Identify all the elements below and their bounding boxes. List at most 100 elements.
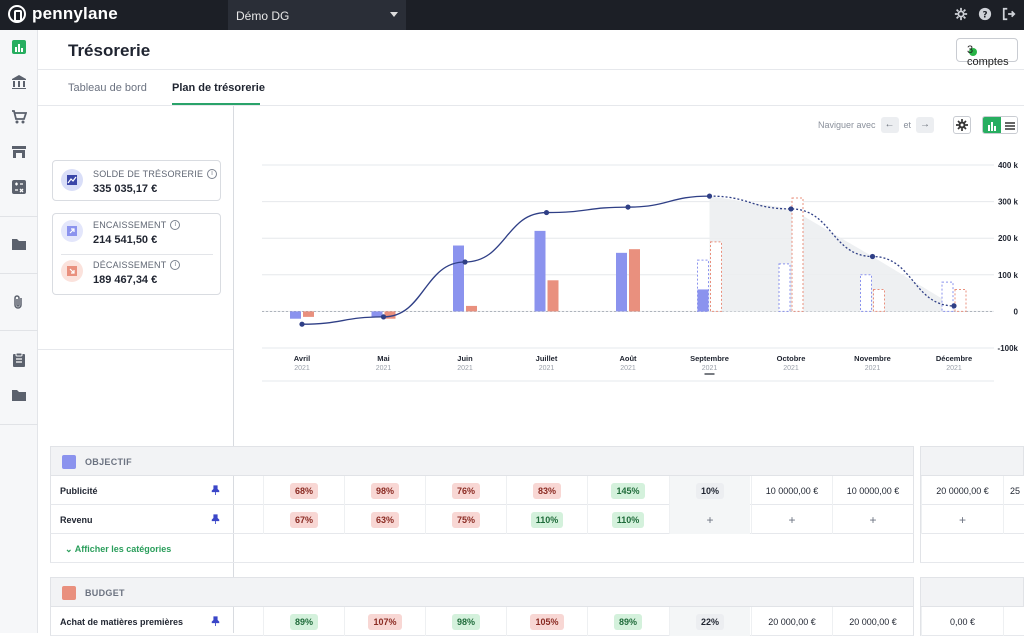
table-cell[interactable]: + bbox=[669, 505, 750, 534]
income-bar bbox=[534, 230, 546, 312]
nav-left-button[interactable]: ← bbox=[880, 117, 899, 133]
pin-icon[interactable] bbox=[211, 616, 220, 626]
table-cell[interactable]: 10 0000,00 € bbox=[751, 476, 832, 505]
table-cell[interactable]: 98% bbox=[425, 607, 506, 636]
balance-point bbox=[625, 204, 631, 210]
x-tick-label: Septembre bbox=[690, 354, 729, 363]
balance-chart-icon bbox=[61, 169, 83, 191]
forecast-expense-bar bbox=[954, 288, 967, 312]
table-cell[interactable]: 75% bbox=[425, 505, 506, 534]
balance-value: 335 035,17 € bbox=[93, 183, 158, 195]
table-cell[interactable] bbox=[1003, 607, 1024, 636]
bar-chart-icon bbox=[988, 122, 996, 131]
table-cell[interactable]: 20 000,00 € bbox=[832, 607, 913, 636]
nav-right-button[interactable]: → bbox=[916, 117, 935, 133]
table-cell[interactable]: 0,00 € bbox=[921, 607, 1003, 636]
table-cell[interactable]: 20 0000,00 € bbox=[921, 476, 1003, 505]
x-tick-year-label: 2021 bbox=[539, 365, 555, 372]
accounts-button[interactable]: 3 comptes bbox=[956, 38, 1018, 68]
table-cell[interactable]: 68% bbox=[263, 476, 344, 505]
table-cell[interactable]: 83% bbox=[506, 476, 587, 505]
caret-down-icon bbox=[390, 12, 398, 21]
budget-section-header[interactable]: BUDGET bbox=[50, 577, 914, 607]
table-cell[interactable]: 107% bbox=[344, 607, 425, 636]
cell-value: 89% bbox=[613, 613, 642, 630]
company-name: Démo DG bbox=[236, 9, 290, 23]
info-icon[interactable]: i bbox=[170, 220, 181, 230]
pin-icon[interactable] bbox=[211, 514, 220, 524]
brand[interactable]: pennylane bbox=[8, 4, 118, 24]
table-cell[interactable]: 10% bbox=[669, 476, 750, 505]
table-cell[interactable]: 67% bbox=[263, 505, 344, 534]
chart-settings-button[interactable] bbox=[953, 116, 971, 134]
logout-icon[interactable] bbox=[1002, 7, 1016, 21]
table-row-extra: 0,00 € bbox=[920, 607, 1024, 636]
show-categories-link[interactable]: ⌄ Afficher les catégories bbox=[65, 544, 172, 554]
chart-navigation: Naviguer avec ← et → bbox=[818, 117, 935, 133]
x-tick-year-label: 2021 bbox=[294, 365, 310, 372]
balance-label: SOLDE DE TRÉSORERIE i bbox=[93, 169, 218, 179]
table-row[interactable]: Achat de matières premières 89% 107% 98% 105… bbox=[50, 607, 914, 636]
cell-value: 20 000,00 € bbox=[768, 616, 816, 627]
top-bar: pennylane Démo DG ? bbox=[0, 0, 1024, 30]
x-tick-year-label: 2021 bbox=[457, 365, 473, 372]
gear-icon[interactable] bbox=[954, 7, 968, 21]
table-cell[interactable]: 10 0000,00 € bbox=[832, 476, 913, 505]
tab-plan-de-tresorerie[interactable]: Plan de trésorerie bbox=[172, 82, 265, 94]
income-label: ENCAISSEMENT i bbox=[93, 220, 181, 230]
calculator-icon[interactable] bbox=[11, 179, 27, 195]
x-tick-year-label: 2021 bbox=[783, 365, 799, 372]
add-value-button[interactable]: + bbox=[706, 512, 714, 527]
paperclip-icon[interactable] bbox=[11, 294, 27, 310]
table-cell[interactable]: 76% bbox=[425, 476, 506, 505]
table-cell[interactable]: 145% bbox=[587, 476, 668, 505]
chart-icon[interactable] bbox=[11, 39, 27, 55]
clipboard-icon[interactable] bbox=[11, 352, 27, 368]
help-icon[interactable]: ? bbox=[978, 7, 992, 21]
add-value-button[interactable]: + bbox=[788, 512, 796, 527]
info-icon[interactable]: i bbox=[207, 169, 218, 179]
income-bar bbox=[371, 311, 383, 317]
table-cell[interactable]: + bbox=[751, 505, 832, 534]
info-icon[interactable]: i bbox=[170, 260, 181, 270]
table-cell[interactable]: 89% bbox=[263, 607, 344, 636]
table-row[interactable]: Revenu 67% 63% 75% 110% 110% + + + bbox=[50, 505, 914, 534]
table-cell[interactable]: 89% bbox=[587, 607, 668, 636]
row-label: Revenu bbox=[60, 515, 93, 525]
add-value-button[interactable]: + bbox=[869, 512, 877, 527]
table-cell[interactable]: 105% bbox=[506, 607, 587, 636]
top-icons: ? bbox=[954, 7, 1016, 21]
tab-tableau-de-bord[interactable]: Tableau de bord bbox=[68, 82, 147, 94]
table-cell[interactable]: + bbox=[832, 505, 913, 534]
y-tick-label: 0 bbox=[1014, 307, 1019, 316]
pin-icon[interactable] bbox=[211, 485, 220, 495]
table-row[interactable]: Publicité 68% 98% 76% 83% 145% 10% 10 0000,00 €… bbox=[50, 476, 914, 505]
section-title: OBJECTIF bbox=[85, 457, 132, 467]
cashflow-chart: 400 k 300 k 200 k 100 k 0 -100k Avril 2021 Mai 20… bbox=[262, 161, 1019, 382]
add-value-button[interactable]: + bbox=[958, 512, 966, 527]
x-tick-label: Août bbox=[619, 354, 637, 363]
table-cell[interactable]: 110% bbox=[587, 505, 668, 534]
objectif-section-header[interactable]: OBJECTIF bbox=[50, 446, 914, 476]
forecast-income-bar bbox=[778, 263, 791, 312]
table-cell[interactable]: 20 000,00 € bbox=[751, 607, 832, 636]
store-icon[interactable] bbox=[11, 144, 27, 160]
income-bar bbox=[453, 245, 464, 312]
bank-icon[interactable] bbox=[11, 74, 27, 90]
chart-view-button[interactable] bbox=[983, 117, 1001, 133]
folder-icon[interactable] bbox=[11, 236, 27, 252]
cell-value: 89% bbox=[289, 613, 318, 630]
cart-icon[interactable] bbox=[11, 109, 27, 125]
company-selector[interactable]: Démo DG bbox=[228, 0, 406, 30]
table-cell[interactable] bbox=[1003, 505, 1024, 534]
table-cell[interactable]: 98% bbox=[344, 476, 425, 505]
table-cell[interactable]: + bbox=[921, 505, 1003, 534]
forecast-expense-bar bbox=[873, 288, 885, 312]
folder-icon[interactable] bbox=[11, 387, 27, 403]
table-cell[interactable]: 25 bbox=[1003, 476, 1024, 505]
table-cell[interactable]: 63% bbox=[344, 505, 425, 534]
table-cell[interactable]: 22% bbox=[669, 607, 750, 636]
table-cell[interactable]: 110% bbox=[506, 505, 587, 534]
list-view-button[interactable] bbox=[1001, 117, 1017, 133]
cell-value: 105% bbox=[530, 613, 564, 630]
